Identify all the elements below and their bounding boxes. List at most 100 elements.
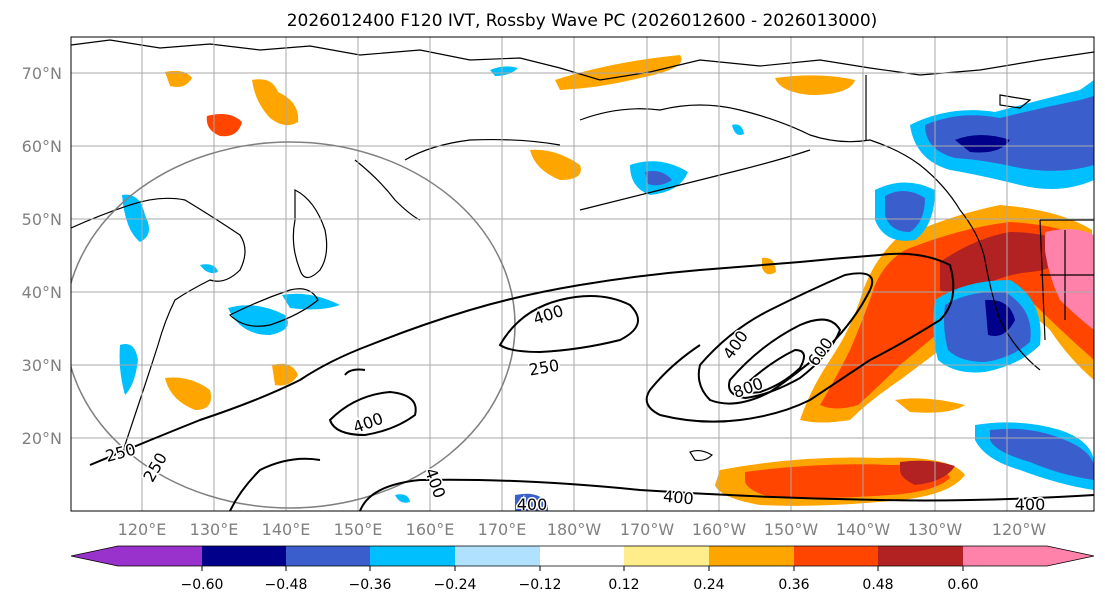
longitude-labels: 120°E 130°E 140°E 150°E 160°E 170°E 180°…: [118, 520, 1047, 539]
lon-label: 170°E: [478, 520, 527, 539]
lat-label: 60°N: [22, 137, 62, 156]
lon-label: 170°W: [620, 520, 675, 539]
colorbar-outline: [70, 545, 1095, 567]
negative-anomaly-region: [732, 124, 744, 135]
colorbar-segment: [963, 546, 1047, 566]
negative-anomaly-region: [515, 493, 548, 511]
colorbar-tick-label: −0.12: [519, 577, 562, 593]
lon-label: 150°W: [764, 520, 819, 539]
contour-250: [344, 368, 366, 376]
coastline: [292, 189, 328, 279]
contour-600: [728, 318, 842, 400]
lon-label: 130°E: [190, 520, 239, 539]
colorbar-tick-label: 0.48: [862, 577, 893, 593]
positive-anomaly-region: [745, 464, 950, 499]
contour-400: [498, 295, 639, 354]
map-panel: 400 250 800 400 600 400 250 400 250 400 …: [70, 36, 1095, 514]
contour-400: [328, 390, 417, 437]
colorbar-tick-label: 0.60: [947, 577, 978, 593]
positive-anomaly-region: [762, 257, 776, 275]
colorbar-tick-label: −0.36: [349, 577, 392, 593]
negative-anomaly-region: [228, 305, 288, 335]
positive-anomaly-region: [775, 75, 855, 95]
lon-label: 160°W: [692, 520, 747, 539]
positive-anomaly-region: [252, 79, 299, 126]
contour-800: [743, 348, 805, 394]
latitude-labels: 70°N 60°N 50°N 40°N 30°N 20°N: [22, 64, 62, 448]
colorbar-segment: [118, 546, 203, 566]
positive-anomaly-region: [206, 114, 242, 137]
coastline: [354, 159, 421, 221]
colorbar-segment: [794, 546, 879, 566]
negative-anomaly-region: [490, 66, 518, 76]
negative-anomaly-region: [990, 428, 1094, 480]
negative-anomaly-region: [282, 293, 340, 310]
positive-anomaly-region: [165, 377, 211, 410]
negative-anomaly-region: [395, 494, 410, 503]
positive-anomaly-region: [272, 363, 298, 386]
contour-250: [645, 252, 955, 423]
coastline: [999, 94, 1032, 109]
colorbar-tick-label: −0.48: [265, 577, 308, 593]
colorbar-segment: [455, 546, 541, 566]
colorbar-ticks: [201, 566, 964, 571]
lon-label: 120°W: [992, 520, 1047, 539]
map-frame: [70, 36, 1095, 512]
positive-anomaly-region: [165, 70, 192, 87]
lat-label: 40°N: [22, 283, 62, 302]
colorbar-tick-label: 0.24: [693, 577, 724, 593]
ivt-shading: [119, 55, 1094, 511]
coastline: [71, 197, 246, 461]
contour-label: 400: [1015, 495, 1046, 514]
lon-label: 180°W: [547, 520, 602, 539]
positive-anomaly-region: [900, 460, 955, 485]
colorbar-segment: [370, 546, 456, 566]
colorbar-segment: [540, 546, 625, 566]
colorbar-segment: [624, 546, 710, 566]
contour-label: 400: [662, 487, 694, 509]
lon-label: 140°W: [836, 520, 891, 539]
colorbar-segment: [709, 546, 795, 566]
lat-label: 30°N: [22, 356, 62, 375]
colorbar: −0.60 −0.48 −0.36 −0.24 −0.12 0.12 0.24 …: [70, 545, 1095, 593]
coastline: [579, 149, 811, 211]
coastline: [1039, 219, 1046, 341]
coastline: [689, 449, 713, 462]
lat-label: 50°N: [22, 210, 62, 229]
colorbar-tick-label: 0.12: [608, 577, 639, 593]
positive-anomaly-region: [530, 149, 581, 180]
colorbar-tick-label: 0.36: [778, 577, 809, 593]
contour-label: 400: [517, 495, 548, 514]
negative-anomaly-region: [119, 344, 138, 395]
colorbar-extend-high: [1047, 546, 1094, 566]
lat-label: 20°N: [22, 429, 62, 448]
positive-anomaly-region: [895, 398, 965, 413]
colorbar-segment: [202, 546, 287, 566]
contour-250: [89, 254, 881, 466]
lon-label: 130°W: [908, 520, 963, 539]
lon-label: 120°E: [118, 520, 167, 539]
colorbar-segment: [878, 546, 964, 566]
colorbar-extend-low: [71, 546, 118, 566]
ivt-contours: [89, 252, 1094, 511]
coastline: [579, 104, 1041, 371]
contour-label: 400: [385, 290, 416, 309]
positive-anomaly-region: [1045, 229, 1094, 330]
coastline: [228, 288, 319, 327]
colorbar-tick-label: −0.60: [181, 577, 224, 593]
negative-anomaly-region: [645, 171, 672, 186]
negative-anomaly-region: [955, 135, 1010, 153]
colorbar-tick-label: −0.24: [434, 577, 477, 593]
contour-250: [229, 457, 321, 511]
lon-label: 140°E: [262, 520, 311, 539]
contour-400: [359, 478, 1094, 511]
negative-anomaly-region: [885, 190, 925, 232]
lat-label: 70°N: [22, 64, 62, 83]
colorbar-segment: [286, 546, 371, 566]
lon-label: 160°E: [406, 520, 455, 539]
contour-400: [697, 272, 874, 405]
negative-anomaly-region: [925, 96, 1094, 171]
map-title: 2026012400 F120 IVT, Rossby Wave PC (202…: [287, 11, 878, 31]
coastline: [404, 138, 561, 161]
